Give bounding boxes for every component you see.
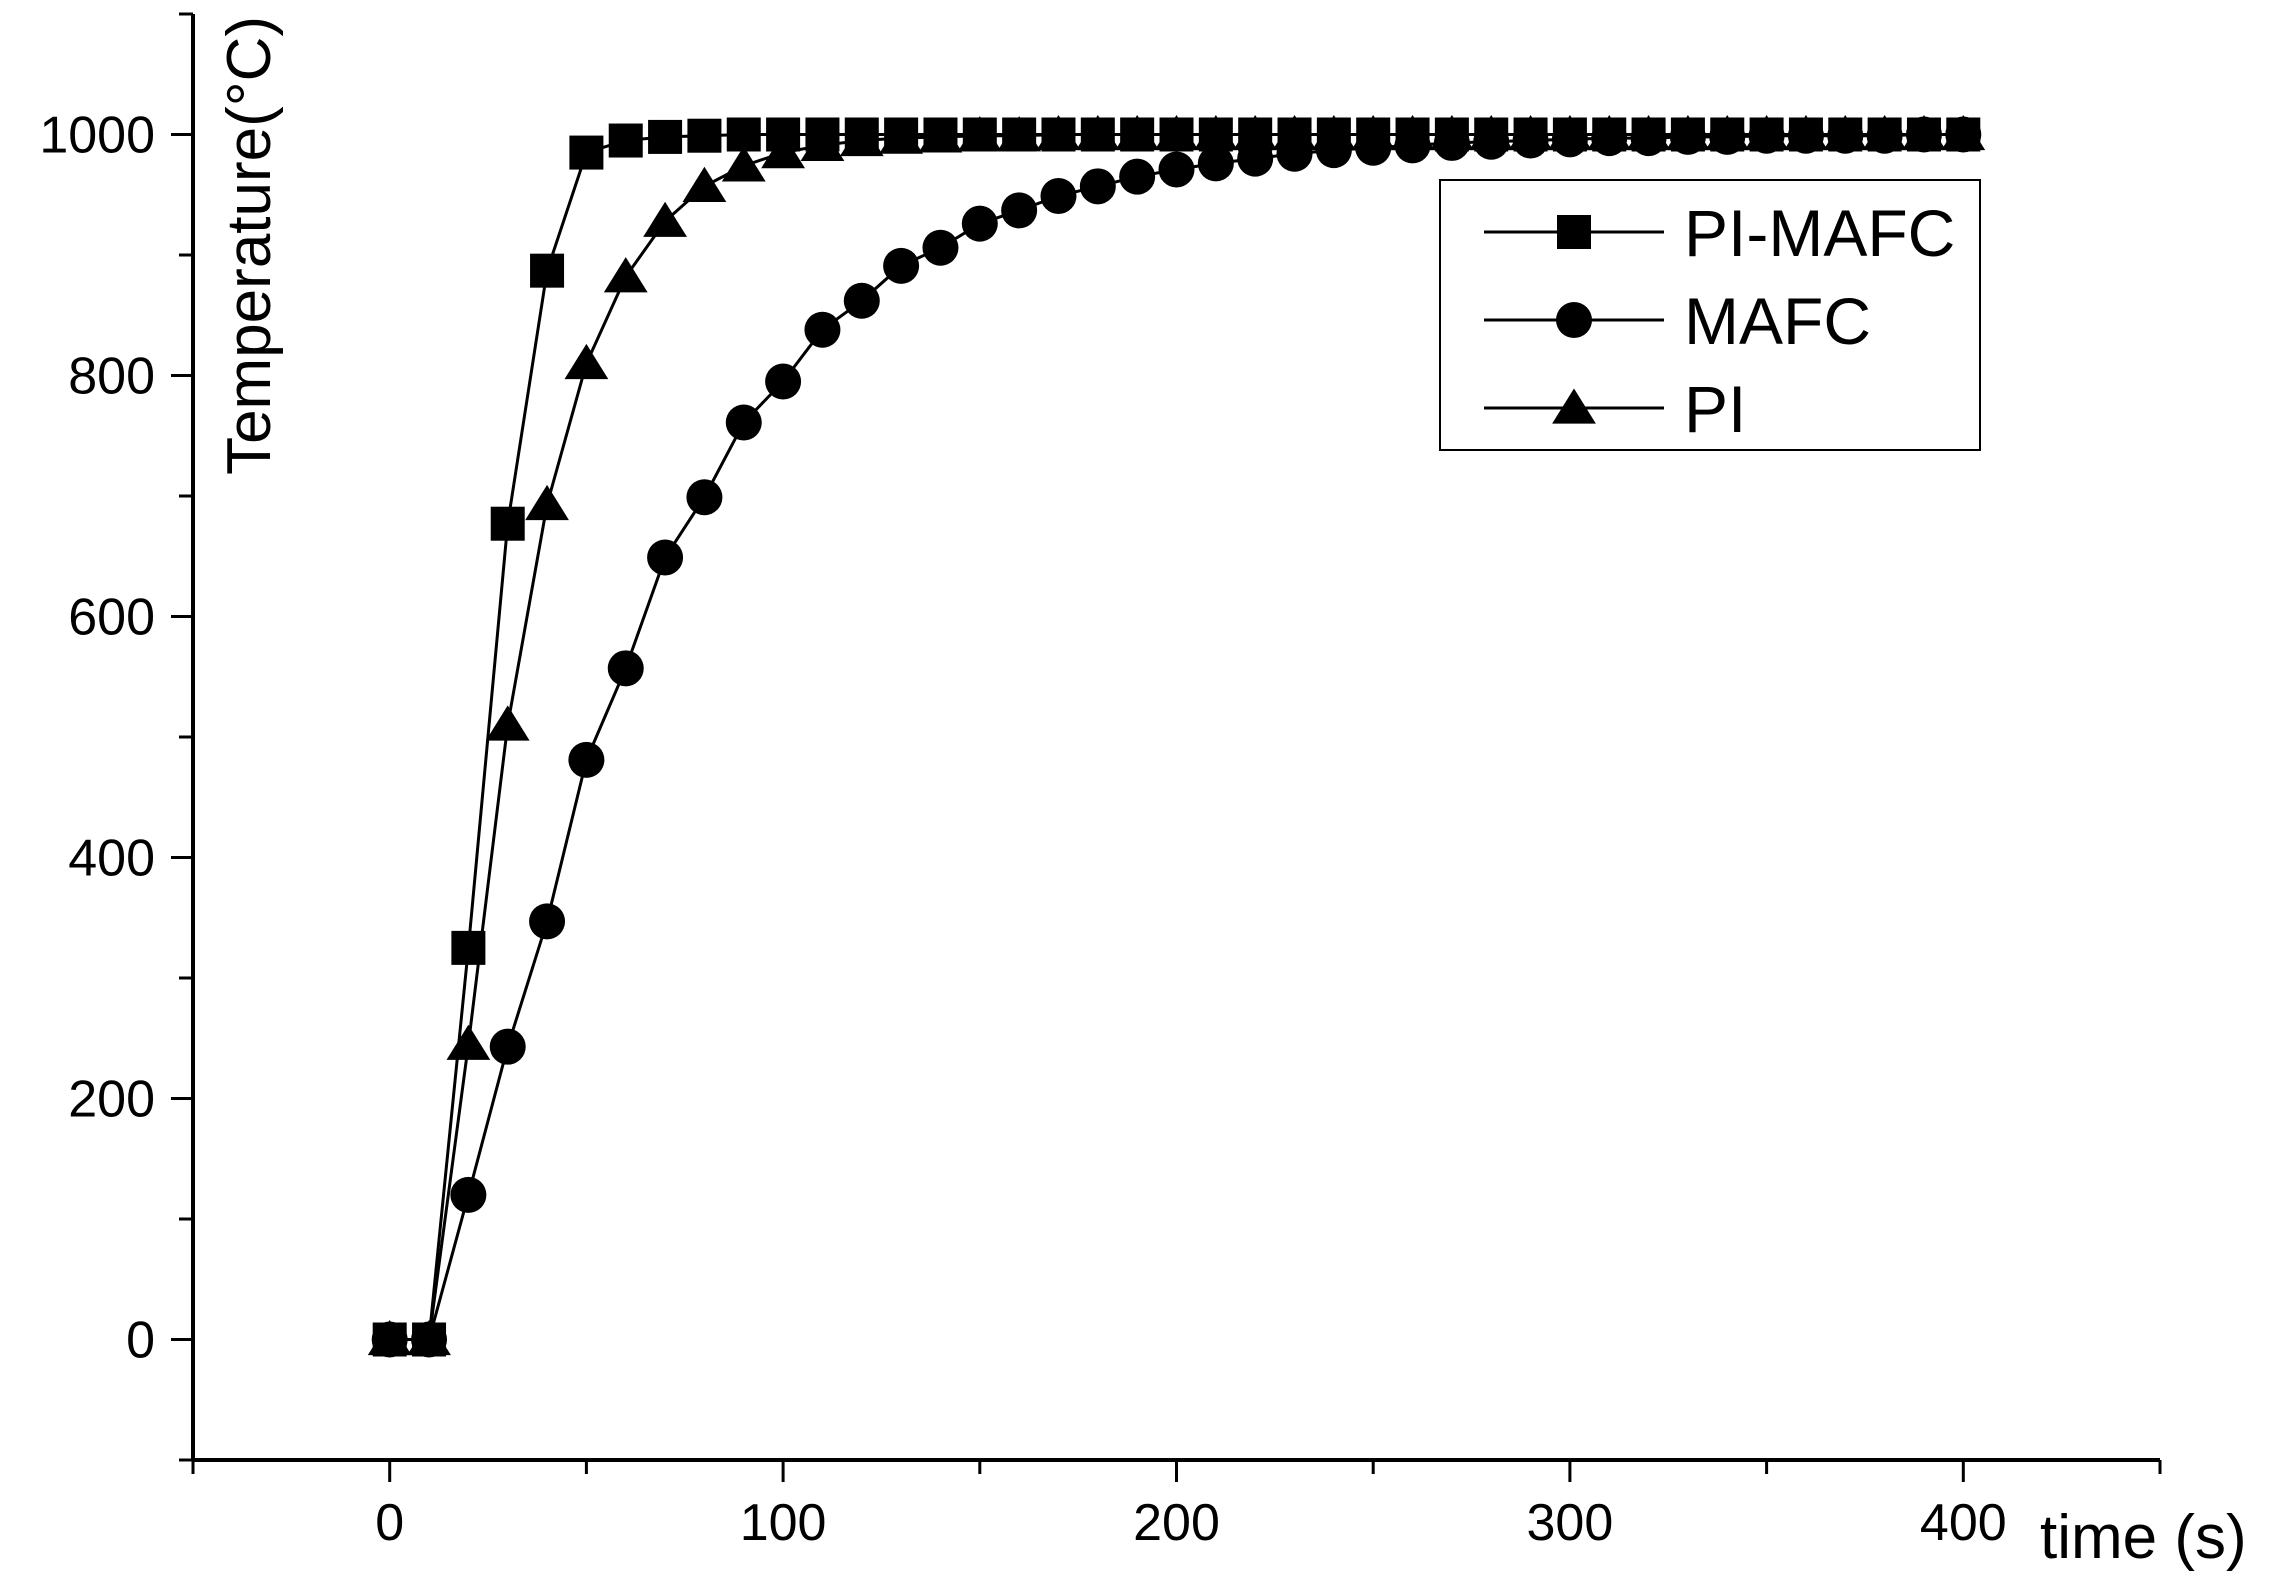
- y-tick-label: 600: [68, 589, 155, 647]
- legend-marker-pi: [1552, 388, 1596, 424]
- data-point-mafc: [450, 1176, 487, 1213]
- data-point-pi: [1823, 114, 1868, 151]
- data-point-pi: [446, 1024, 491, 1060]
- data-point-pi: [1666, 114, 1710, 151]
- data-point-pi: [721, 146, 766, 182]
- data-point-mafc: [843, 282, 880, 319]
- data-point-pi: [879, 118, 924, 154]
- data-point-pi: [682, 166, 727, 202]
- data-point-pi: [1469, 114, 1514, 151]
- data-point-pi: [1390, 114, 1435, 151]
- data-point-pi: [1941, 114, 1986, 151]
- data-point-mafc: [489, 1028, 526, 1065]
- data-point-mafc: [686, 479, 723, 516]
- data-point-pi: [761, 133, 805, 169]
- data-point-mafc: [647, 539, 684, 576]
- x-tick-label: 100: [740, 1494, 827, 1552]
- legend-box: [1439, 179, 1981, 451]
- y-tick-label: 1000: [39, 107, 155, 165]
- data-point-pi: [1154, 114, 1199, 151]
- data-point-mafc: [1158, 151, 1195, 188]
- legend-label-pi: PI: [1684, 372, 1746, 446]
- data-point-mafc: [607, 650, 644, 687]
- x-axis-label: time (s): [2040, 1503, 2247, 1572]
- x-tick-label: 200: [1133, 1494, 1220, 1552]
- data-point-pi: [1548, 114, 1592, 151]
- data-point-pi: [1784, 114, 1828, 151]
- data-point-mafc: [804, 311, 841, 348]
- data-point-pi: [997, 116, 1042, 152]
- data-point-pi-mafc: [648, 119, 683, 154]
- data-point-pi: [839, 120, 884, 157]
- data-point-pi-mafc: [569, 135, 604, 170]
- data-point-pi: [1193, 114, 1238, 151]
- x-tick-label: 400: [1920, 1494, 2007, 1552]
- data-point-pi: [1075, 114, 1120, 151]
- legend-marker-mafc: [1556, 302, 1592, 338]
- data-point-pi: [1233, 114, 1278, 151]
- data-point-mafc: [883, 247, 920, 284]
- data-point-mafc: [922, 229, 959, 266]
- data-point-pi: [564, 343, 609, 380]
- data-point-pi: [957, 116, 1002, 152]
- series-pi: [367, 114, 1986, 1356]
- data-point-pi: [1705, 114, 1750, 151]
- data-point-pi: [407, 1319, 451, 1356]
- data-point-pi: [1311, 114, 1356, 151]
- axes: 0 100 200 300 400 0 200 400 600 800 1000: [39, 12, 2162, 1552]
- data-point-pi: [918, 117, 963, 153]
- legend-marker-pi-mafc: [1557, 215, 1591, 249]
- data-point-pi: [1036, 114, 1081, 151]
- data-point-mafc: [1040, 177, 1077, 214]
- data-point-mafc: [765, 363, 802, 400]
- x-tick-label: 0: [375, 1494, 404, 1552]
- x-tick-label: 300: [1527, 1494, 1614, 1552]
- series-layer: [367, 114, 1986, 1358]
- data-point-pi-mafc: [608, 123, 643, 158]
- data-point-pi: [1902, 114, 1946, 151]
- data-point-pi: [1115, 114, 1160, 151]
- data-point-pi: [367, 1319, 412, 1356]
- data-point-pi: [1587, 114, 1632, 151]
- data-point-mafc: [1079, 168, 1116, 205]
- data-point-pi: [1744, 114, 1789, 151]
- y-tick-label: 200: [68, 1071, 155, 1129]
- data-point-pi: [603, 257, 648, 293]
- data-point-pi: [1351, 114, 1396, 151]
- y-tick-label: 0: [126, 1312, 155, 1370]
- data-point-mafc: [1119, 158, 1156, 195]
- data-point-pi: [485, 705, 530, 741]
- data-point-pi: [1862, 114, 1907, 151]
- legend: PI-MAFC MAFC PI: [1439, 179, 1981, 451]
- legend-label-pi-mafc: PI-MAFC: [1684, 196, 1955, 270]
- legend-label-mafc: MAFC: [1684, 284, 1871, 358]
- data-point-pi: [1508, 114, 1553, 151]
- data-point-mafc: [961, 205, 998, 242]
- data-point-pi: [1272, 114, 1317, 151]
- data-point-mafc: [725, 404, 762, 441]
- data-point-pi-mafc: [687, 118, 722, 153]
- data-point-pi-mafc: [490, 506, 525, 541]
- data-point-mafc: [568, 741, 605, 778]
- data-point-pi-mafc: [530, 253, 565, 288]
- data-point-mafc: [1197, 145, 1234, 182]
- data-point-pi: [1626, 114, 1671, 151]
- y-axis-label: Temperature(°C): [215, 16, 284, 475]
- y-tick-label: 800: [68, 348, 155, 406]
- data-point-pi: [525, 484, 569, 521]
- data-point-mafc: [529, 903, 566, 940]
- data-point-mafc: [1001, 192, 1038, 229]
- data-point-pi: [800, 125, 845, 161]
- data-point-pi: [643, 201, 687, 237]
- y-tick-label: 400: [68, 830, 155, 888]
- data-point-pi: [1429, 114, 1474, 151]
- data-point-pi-mafc: [726, 117, 761, 152]
